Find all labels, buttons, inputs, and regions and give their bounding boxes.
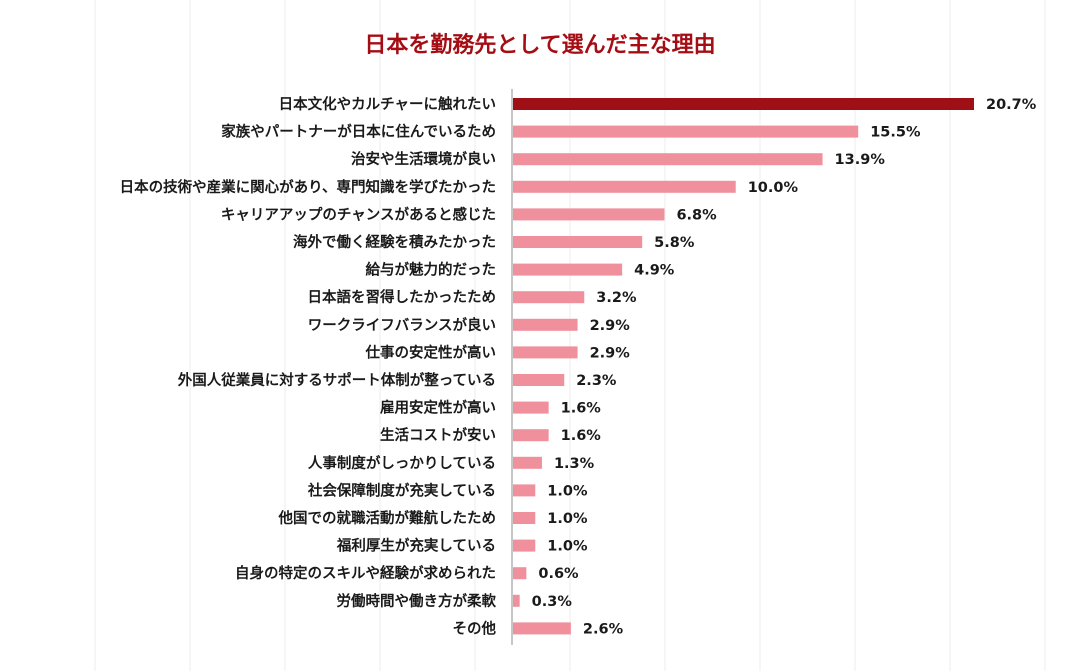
bar [513, 512, 536, 524]
bar [513, 594, 520, 607]
category-label: 家族やパートナーが日本に住んでいるため [221, 123, 496, 141]
value-label: 10.0% [748, 180, 799, 196]
bar [513, 484, 536, 497]
bar [513, 567, 527, 580]
bar [513, 318, 578, 331]
bar [513, 622, 571, 635]
category-label: 給与が魅力的だった [366, 261, 497, 279]
category-label: 生活コストが安い [380, 426, 496, 444]
value-label: 13.9% [835, 152, 886, 168]
bar [513, 401, 549, 414]
category-label: 自身の特定のスキルや経験が求められた [235, 564, 496, 582]
value-label: 15.5% [870, 125, 921, 141]
category-label: 労働時間や働き方が柔軟 [337, 592, 497, 610]
category-label: 仕事の安定性が高い [365, 343, 497, 361]
category-label: 人事制度がしっかりしている [308, 454, 496, 472]
category-label: 外国人従業員に対するサポート体制が整っている [178, 371, 496, 389]
category-label: ワークライフバランスが良い [308, 316, 496, 334]
bar [513, 180, 736, 193]
value-label: 3.2% [596, 290, 637, 306]
bar [513, 346, 578, 359]
bar [513, 125, 859, 138]
bar [513, 236, 643, 248]
category-label: 社会保障制度が充実している [307, 481, 496, 499]
category-label: その他 [453, 619, 497, 637]
bar [513, 456, 542, 469]
value-labels-group: 20.7% 15.5% 13.9% 10.0% 6.8% 5.8% 4.9% 3.2% 2.9%… [532, 97, 1037, 637]
category-label: キャリアアップのチャンスがあると感じた [221, 205, 496, 223]
category-label: 日本語を習得したかったため [308, 288, 497, 306]
value-label: 2.9% [590, 318, 631, 334]
bar [513, 263, 623, 276]
category-label: 日本文化やカルチャーに触れたい [279, 95, 496, 113]
chart-title: 日本を勤務先として選んだ主な理由 [364, 32, 715, 58]
bar [513, 374, 565, 386]
bar [513, 539, 536, 552]
category-label: 他国での就職活動が難航したため [278, 509, 497, 527]
bar [513, 208, 665, 221]
category-labels-group: 日本文化やカルチャーに触れたい家族やパートナーが日本に住んでいるため治安や生活環… [120, 95, 497, 637]
category-label: 治安や生活環境が良い [351, 150, 496, 168]
value-label: 1.6% [561, 401, 602, 417]
category-label: 雇用安定性が高い [380, 399, 496, 417]
bar [513, 98, 974, 110]
value-label: 0.6% [538, 566, 579, 582]
value-label: 1.0% [547, 539, 588, 555]
category-label: 福利厚生が充実している [336, 537, 496, 555]
category-label: 日本の技術や産業に関心があり、専門知識を学びたかった [120, 178, 496, 196]
value-label: 1.0% [547, 511, 588, 527]
bar [513, 153, 823, 166]
value-label: 1.3% [554, 456, 595, 472]
value-label: 6.8% [676, 207, 717, 223]
bars-group [513, 98, 974, 635]
category-label: 海外で働く経験を積みたかった [293, 233, 496, 251]
bar [513, 291, 585, 304]
value-label: 4.9% [634, 263, 675, 279]
value-label: 5.8% [654, 235, 695, 251]
bar [513, 429, 549, 442]
value-label: 2.6% [583, 621, 624, 637]
value-label: 1.6% [561, 428, 602, 444]
value-label: 0.3% [532, 594, 573, 610]
value-label: 2.3% [576, 373, 617, 389]
value-label: 2.9% [590, 345, 631, 361]
value-label: 1.0% [547, 483, 588, 499]
value-label: 20.7% [986, 97, 1037, 113]
